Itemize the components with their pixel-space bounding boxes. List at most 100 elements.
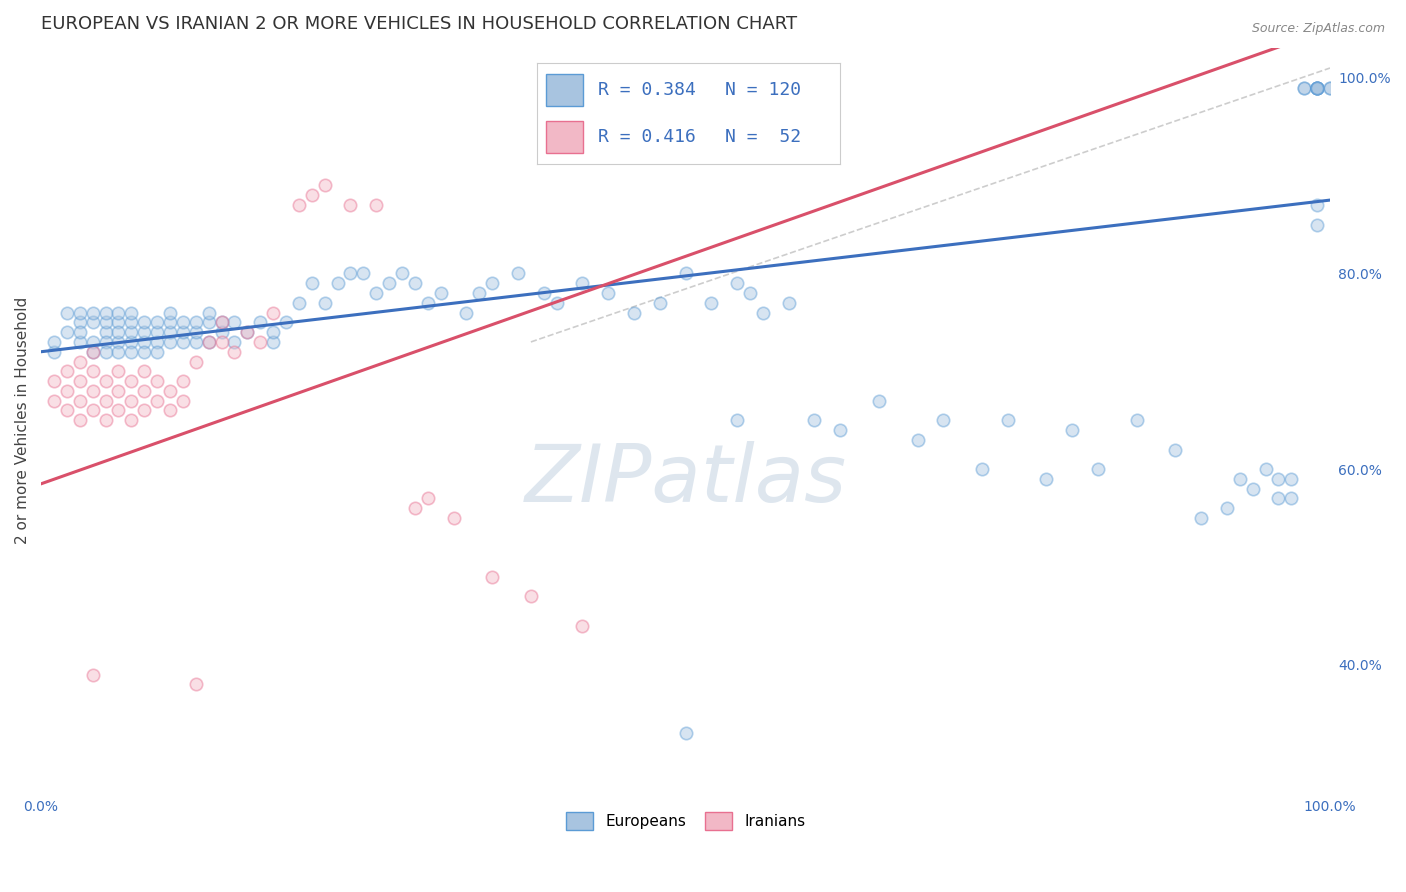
- Point: [120, 344, 142, 359]
- Point: [172, 325, 194, 339]
- Point: [107, 305, 129, 319]
- Point: [120, 413, 142, 427]
- Point: [520, 589, 543, 603]
- Point: [339, 267, 361, 281]
- Point: [82, 403, 104, 417]
- Point: [134, 384, 156, 398]
- Point: [211, 315, 233, 329]
- Point: [249, 334, 271, 349]
- Y-axis label: 2 or more Vehicles in Household: 2 or more Vehicles in Household: [15, 296, 30, 544]
- Point: [56, 384, 79, 398]
- Point: [675, 267, 697, 281]
- Point: [1306, 218, 1329, 232]
- Point: [738, 285, 761, 300]
- Point: [1306, 80, 1329, 95]
- Point: [236, 325, 259, 339]
- Point: [1164, 442, 1187, 457]
- Point: [82, 334, 104, 349]
- Point: [506, 267, 529, 281]
- Point: [134, 403, 156, 417]
- Point: [288, 198, 311, 212]
- Point: [146, 325, 169, 339]
- Point: [404, 501, 426, 516]
- Point: [288, 295, 311, 310]
- Point: [107, 334, 129, 349]
- Point: [82, 305, 104, 319]
- Point: [211, 315, 233, 329]
- Point: [120, 374, 142, 388]
- Point: [159, 384, 181, 398]
- Point: [159, 325, 181, 339]
- Point: [94, 344, 117, 359]
- Point: [69, 325, 91, 339]
- Point: [184, 677, 207, 691]
- Point: [172, 315, 194, 329]
- Point: [107, 384, 129, 398]
- Point: [107, 403, 129, 417]
- Point: [56, 364, 79, 378]
- Point: [197, 334, 219, 349]
- Point: [82, 344, 104, 359]
- Point: [82, 384, 104, 398]
- Point: [146, 374, 169, 388]
- Point: [146, 344, 169, 359]
- Point: [1306, 80, 1329, 95]
- Point: [1319, 80, 1341, 95]
- Point: [197, 305, 219, 319]
- Point: [94, 374, 117, 388]
- Point: [481, 277, 503, 291]
- Point: [146, 315, 169, 329]
- Point: [94, 393, 117, 408]
- Point: [404, 277, 426, 291]
- Point: [429, 285, 451, 300]
- Point: [378, 277, 401, 291]
- Point: [339, 198, 361, 212]
- Point: [224, 315, 246, 329]
- Point: [42, 334, 65, 349]
- Point: [571, 618, 593, 632]
- Point: [172, 334, 194, 349]
- Point: [120, 305, 142, 319]
- Point: [932, 413, 955, 427]
- Point: [416, 491, 439, 506]
- Point: [752, 305, 775, 319]
- Point: [1087, 462, 1109, 476]
- Point: [94, 325, 117, 339]
- Point: [907, 433, 929, 447]
- Point: [262, 305, 284, 319]
- Point: [648, 295, 671, 310]
- Point: [159, 315, 181, 329]
- Point: [94, 315, 117, 329]
- Point: [830, 423, 852, 437]
- Point: [69, 334, 91, 349]
- Point: [134, 344, 156, 359]
- Point: [249, 315, 271, 329]
- Point: [598, 285, 620, 300]
- Point: [107, 325, 129, 339]
- Text: Source: ZipAtlas.com: Source: ZipAtlas.com: [1251, 22, 1385, 36]
- Point: [159, 403, 181, 417]
- Point: [1241, 482, 1264, 496]
- Point: [366, 198, 388, 212]
- Point: [481, 570, 503, 584]
- Point: [134, 325, 156, 339]
- Point: [69, 354, 91, 368]
- Point: [301, 188, 323, 202]
- Point: [134, 364, 156, 378]
- Point: [725, 413, 748, 427]
- Point: [236, 325, 259, 339]
- Point: [326, 277, 349, 291]
- Point: [314, 295, 336, 310]
- Point: [1279, 472, 1302, 486]
- Point: [82, 315, 104, 329]
- Point: [1306, 80, 1329, 95]
- Point: [120, 334, 142, 349]
- Point: [700, 295, 723, 310]
- Point: [391, 267, 413, 281]
- Point: [1306, 198, 1329, 212]
- Point: [94, 305, 117, 319]
- Point: [94, 413, 117, 427]
- Point: [107, 344, 129, 359]
- Point: [69, 315, 91, 329]
- Point: [184, 325, 207, 339]
